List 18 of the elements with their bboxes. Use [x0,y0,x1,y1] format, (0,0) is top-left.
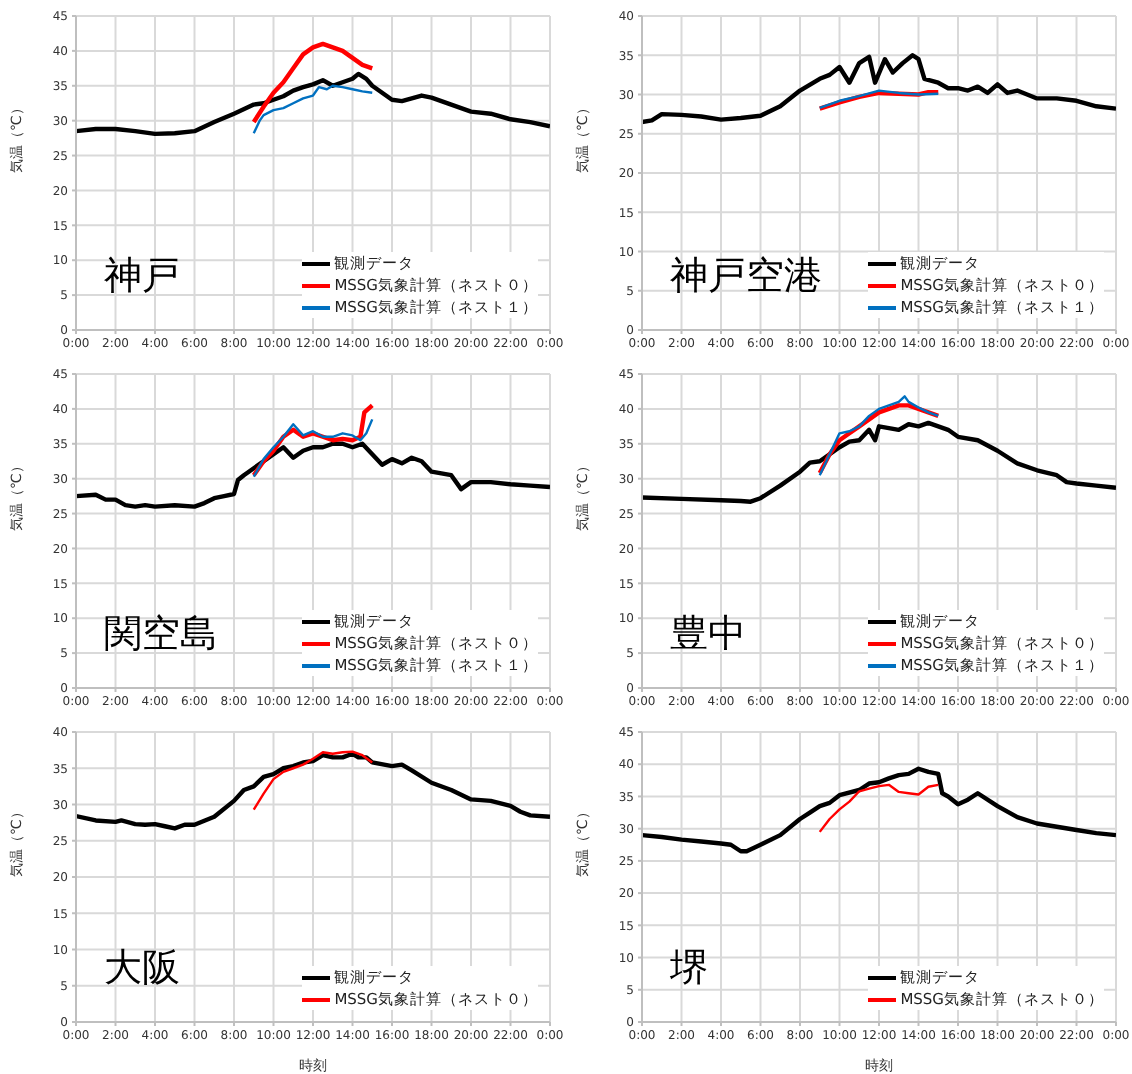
line-series [642,420,1116,504]
annotation: 大阪 [104,944,180,994]
annotation: 堺 [670,944,708,994]
line-series [251,403,375,478]
line-series [252,418,374,478]
line-series [251,41,375,125]
annotation: 豊中 [670,610,746,660]
line-series [252,84,374,135]
line-series [642,53,1116,125]
line-series [76,441,550,509]
line-series [76,71,550,137]
annotation: 関空島 [104,610,218,660]
annotation: 神戸 [104,252,180,302]
line-series [252,750,374,811]
annotation: 神戸空港 [670,252,822,302]
line-series [818,783,940,834]
line-series [642,766,1116,854]
line-series [76,751,550,831]
